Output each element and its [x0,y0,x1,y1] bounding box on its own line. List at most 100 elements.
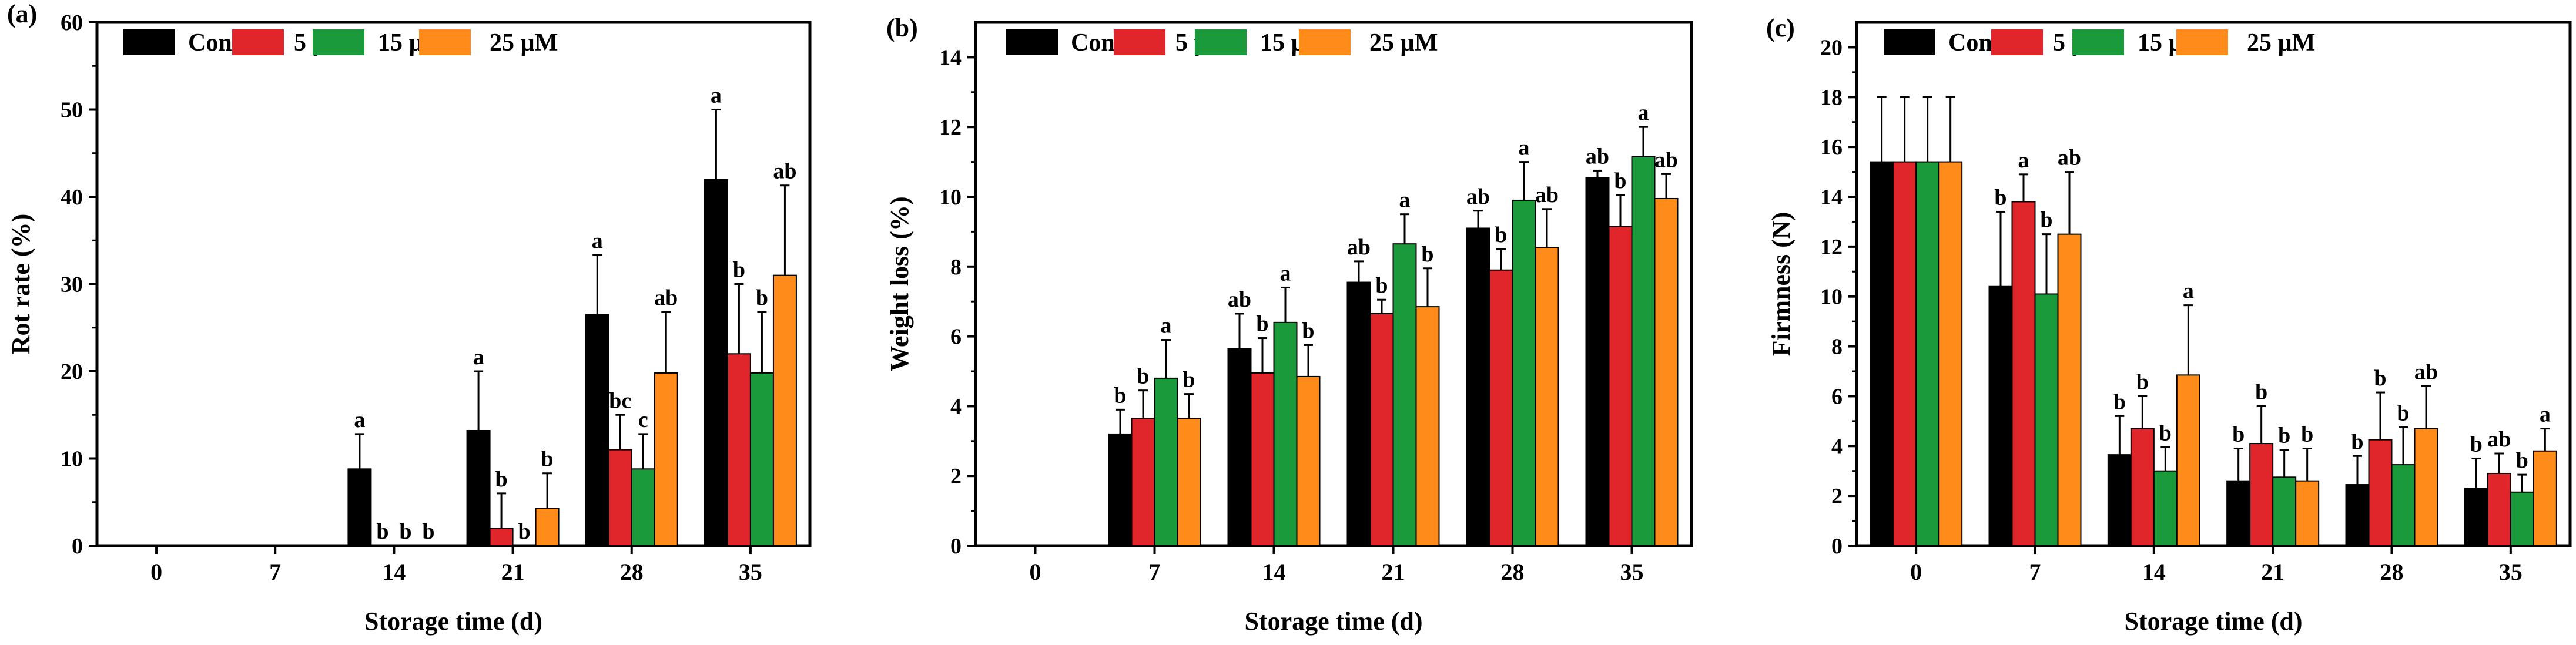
bar-5-um [1369,313,1394,546]
y-tick-label: 6 [950,325,962,350]
significance-label: b [2159,421,2172,445]
significance-label: b [2040,208,2052,233]
legend-swatch-control [123,29,175,55]
significance-label: ab [1228,287,1251,312]
x-tick-label: 14 [1262,559,1286,585]
y-tick-label: 0 [950,534,962,559]
significance-label: b [1375,273,1388,298]
y-tick-label: 18 [1820,85,1843,110]
y-tick-label: 8 [1831,335,1843,360]
significance-label: b [495,467,508,492]
bar-5-um [1892,161,1917,547]
bar-control [2345,484,2370,546]
x-tick-label: 7 [1149,559,1161,585]
bar-25-um [2295,480,2320,547]
bar-15-um [1154,377,1178,546]
significance-label: a [1399,188,1411,213]
bar-15-um [1273,321,1298,547]
significance-label: b [422,519,434,544]
significance-label: b [1256,312,1268,337]
significance-label: a [592,229,603,253]
significance-label: b [2470,432,2483,457]
legend-swatch-15-um [1195,29,1247,55]
significance-label: ab [1586,144,1609,169]
plot-frame [95,21,812,547]
y-tick-label: 40 [61,185,83,210]
bar-15-um [2153,470,2178,547]
y-tick-label: 12 [939,115,962,140]
legend-label-25-um: 25 µM [490,29,558,56]
plot-frame [974,21,1693,547]
y-tick-label: 8 [950,255,962,280]
x-tick-label: 0 [1030,559,1041,585]
bar-15-um [631,468,655,546]
y-tick-label: 10 [61,447,83,472]
significance-label: ab [2414,360,2438,384]
bar-control [2226,480,2251,547]
legend-swatch-control [1884,29,1935,55]
bar-15-um [2272,476,2297,546]
x-tick-label: 35 [2499,559,2523,585]
significance-label: b [1495,223,1507,247]
y-tick-label: 50 [61,98,83,123]
x-axis-title: Storage time (d) [1244,607,1422,636]
panel-label: (a) [7,0,37,28]
bar-5-um [2368,439,2393,547]
significance-label: b [376,519,388,544]
bar-25-um [2057,233,2082,546]
x-tick-label: 21 [1382,559,1405,585]
y-axis-title: Firmness (N) [1767,212,1796,357]
bar-5-um [489,528,514,546]
bar-5-um [1489,269,1513,546]
bar-5-um [608,449,632,547]
significance-label: c [638,408,648,432]
y-tick-label: 0 [1831,534,1843,559]
significance-label: b [2351,429,2363,454]
y-tick-label: 2 [1831,484,1843,509]
x-tick-label: 0 [150,559,162,585]
significance-label: b [1137,364,1149,389]
bar-15-um [2510,491,2534,546]
bar-5-um [726,353,751,546]
bar-25-um [1654,197,1679,547]
bar-25-um [654,372,678,546]
x-tick-label: 28 [1501,559,1525,585]
bar-25-um [1535,247,1559,546]
y-axis-title: Weight loss (%) [885,196,914,371]
significance-label: b [2516,448,2528,473]
significance-label: a [1638,100,1649,125]
x-tick-label: 35 [1620,559,1644,585]
y-tick-label: 12 [1820,235,1843,260]
significance-label: b [1994,185,2006,210]
bar-5-um [2130,428,2155,546]
x-tick-label: 0 [1910,559,1922,585]
significance-label: b [2113,389,2126,414]
y-tick-label: 10 [1820,285,1843,310]
legend-swatch-control [1006,29,1058,55]
significance-label: a [2018,148,2029,173]
significance-label: b [1302,318,1314,343]
bar-15-um [2034,293,2059,546]
significance-label: b [399,519,411,544]
bar-15-um [749,372,774,546]
significance-label: b [2136,369,2149,394]
significance-label: a [2540,402,2551,427]
significance-label: b [1183,368,1195,392]
significance-label: b [2255,379,2267,404]
significance-label: a [711,83,722,108]
bar-control [1466,227,1490,546]
x-axis-title: Storage time (d) [364,607,542,636]
significance-label: a [1280,261,1291,285]
significance-label: ab [1466,184,1490,209]
y-tick-label: 6 [1831,384,1843,409]
bar-control [466,429,491,546]
significance-label: b [2301,422,2313,447]
significance-label: a [2183,279,2194,304]
significance-label: b [1421,242,1433,267]
significance-label: a [354,408,365,432]
x-tick-label: 7 [269,559,281,585]
bar-15-um [1631,156,1656,546]
significance-label: ab [654,285,678,310]
significance-label: b [756,285,768,310]
